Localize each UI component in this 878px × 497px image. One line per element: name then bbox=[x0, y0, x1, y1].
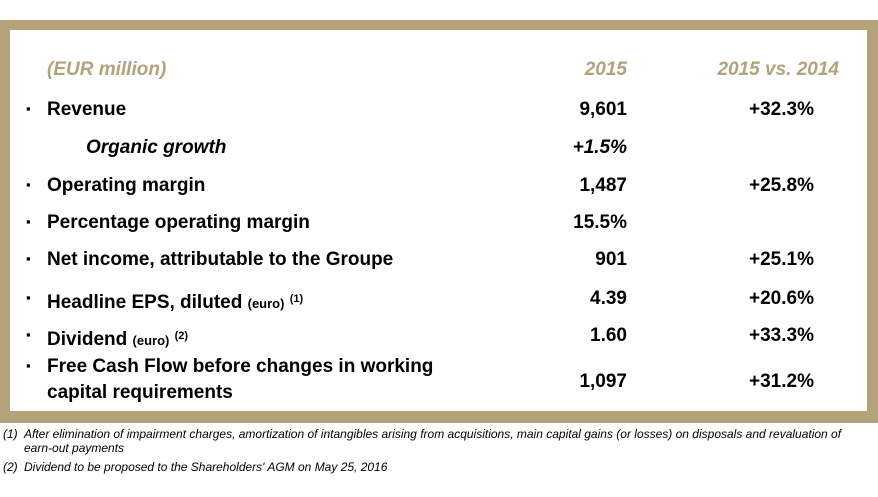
bullet-icon: ▪ bbox=[26, 358, 31, 373]
unit-header: (EUR million) bbox=[47, 59, 167, 80]
row-value-2015: 15.5% bbox=[573, 212, 627, 233]
row-value-change: +20.6% bbox=[749, 288, 814, 309]
footnote-text: After elimination of impairment charges,… bbox=[24, 427, 842, 455]
row-value-change: +25.8% bbox=[749, 175, 814, 196]
row-value-2015: 4.39 bbox=[590, 288, 627, 309]
bullet-icon: ▪ bbox=[26, 214, 31, 229]
table-row: ▪ Headline EPS, diluted (euro) (1) 4.39 … bbox=[10, 288, 867, 318]
bullet-icon: ▪ bbox=[26, 101, 31, 116]
table-frame: (EUR million) 2015 2015 vs. 2014 ▪ Reven… bbox=[0, 20, 878, 423]
row-label: Revenue bbox=[47, 99, 127, 120]
footnote-text: Dividend to be proposed to the Sharehold… bbox=[24, 460, 388, 474]
row-label: Headline EPS, diluted bbox=[47, 292, 243, 314]
row-unit: (euro) bbox=[132, 333, 170, 349]
footnote-ref: (1) bbox=[289, 293, 304, 305]
column-header-change: 2015 vs. 2014 bbox=[717, 59, 839, 80]
row-label: Net income, attributable to the Groupe bbox=[47, 249, 394, 270]
bullet-icon: ▪ bbox=[26, 251, 31, 266]
row-value-2015: +1.5% bbox=[572, 137, 627, 158]
row-value-2015: 1,487 bbox=[579, 175, 627, 196]
table-row: ▪ Operating margin 1,487 +25.8% bbox=[10, 175, 867, 205]
table-row: ▪ Free Cash Flow before changes in worki… bbox=[10, 356, 867, 408]
footnote-number: (1) bbox=[3, 427, 18, 441]
row-value-change: +32.3% bbox=[749, 99, 814, 120]
row-value-2015: 1.60 bbox=[590, 325, 627, 346]
row-label: Organic growth bbox=[86, 137, 227, 158]
table-row: ▪ Dividend (euro) (2) 1.60 +33.3% bbox=[10, 325, 867, 355]
bullet-icon: ▪ bbox=[26, 290, 31, 305]
table-row: ▪ Percentage operating margin 15.5% bbox=[10, 212, 867, 242]
row-value-change: +31.2% bbox=[749, 371, 814, 392]
row-value-2015: 1,097 bbox=[579, 371, 627, 392]
row-label-group: Dividend (euro) (2) bbox=[47, 325, 188, 352]
column-header-2015: 2015 bbox=[584, 59, 627, 80]
row-unit: (euro) bbox=[247, 296, 285, 312]
table-row: ▪ Net income, attributable to the Groupe… bbox=[10, 249, 867, 279]
table-row: Organic growth +1.5% bbox=[10, 137, 867, 167]
footnote-number: (2) bbox=[3, 460, 18, 474]
row-label: Operating margin bbox=[47, 175, 206, 196]
bullet-icon: ▪ bbox=[26, 327, 31, 342]
row-value-change: +25.1% bbox=[749, 249, 814, 270]
row-label-group: Headline EPS, diluted (euro) (1) bbox=[47, 288, 303, 315]
row-value-2015: 9,601 bbox=[579, 99, 627, 120]
row-value-change: +33.3% bbox=[749, 325, 814, 346]
row-label: Percentage operating margin bbox=[47, 212, 310, 233]
footnote-ref: (2) bbox=[174, 330, 189, 342]
row-label: Dividend bbox=[47, 329, 128, 351]
row-label-line2: capital requirements bbox=[47, 382, 233, 403]
bullet-icon: ▪ bbox=[26, 177, 31, 192]
row-value-2015: 901 bbox=[595, 249, 627, 270]
table-row: ▪ Revenue 9,601 +32.3% bbox=[10, 99, 867, 129]
table-panel: (EUR million) 2015 2015 vs. 2014 ▪ Reven… bbox=[10, 30, 867, 411]
row-label-line1: Free Cash Flow before changes in working bbox=[47, 356, 434, 377]
